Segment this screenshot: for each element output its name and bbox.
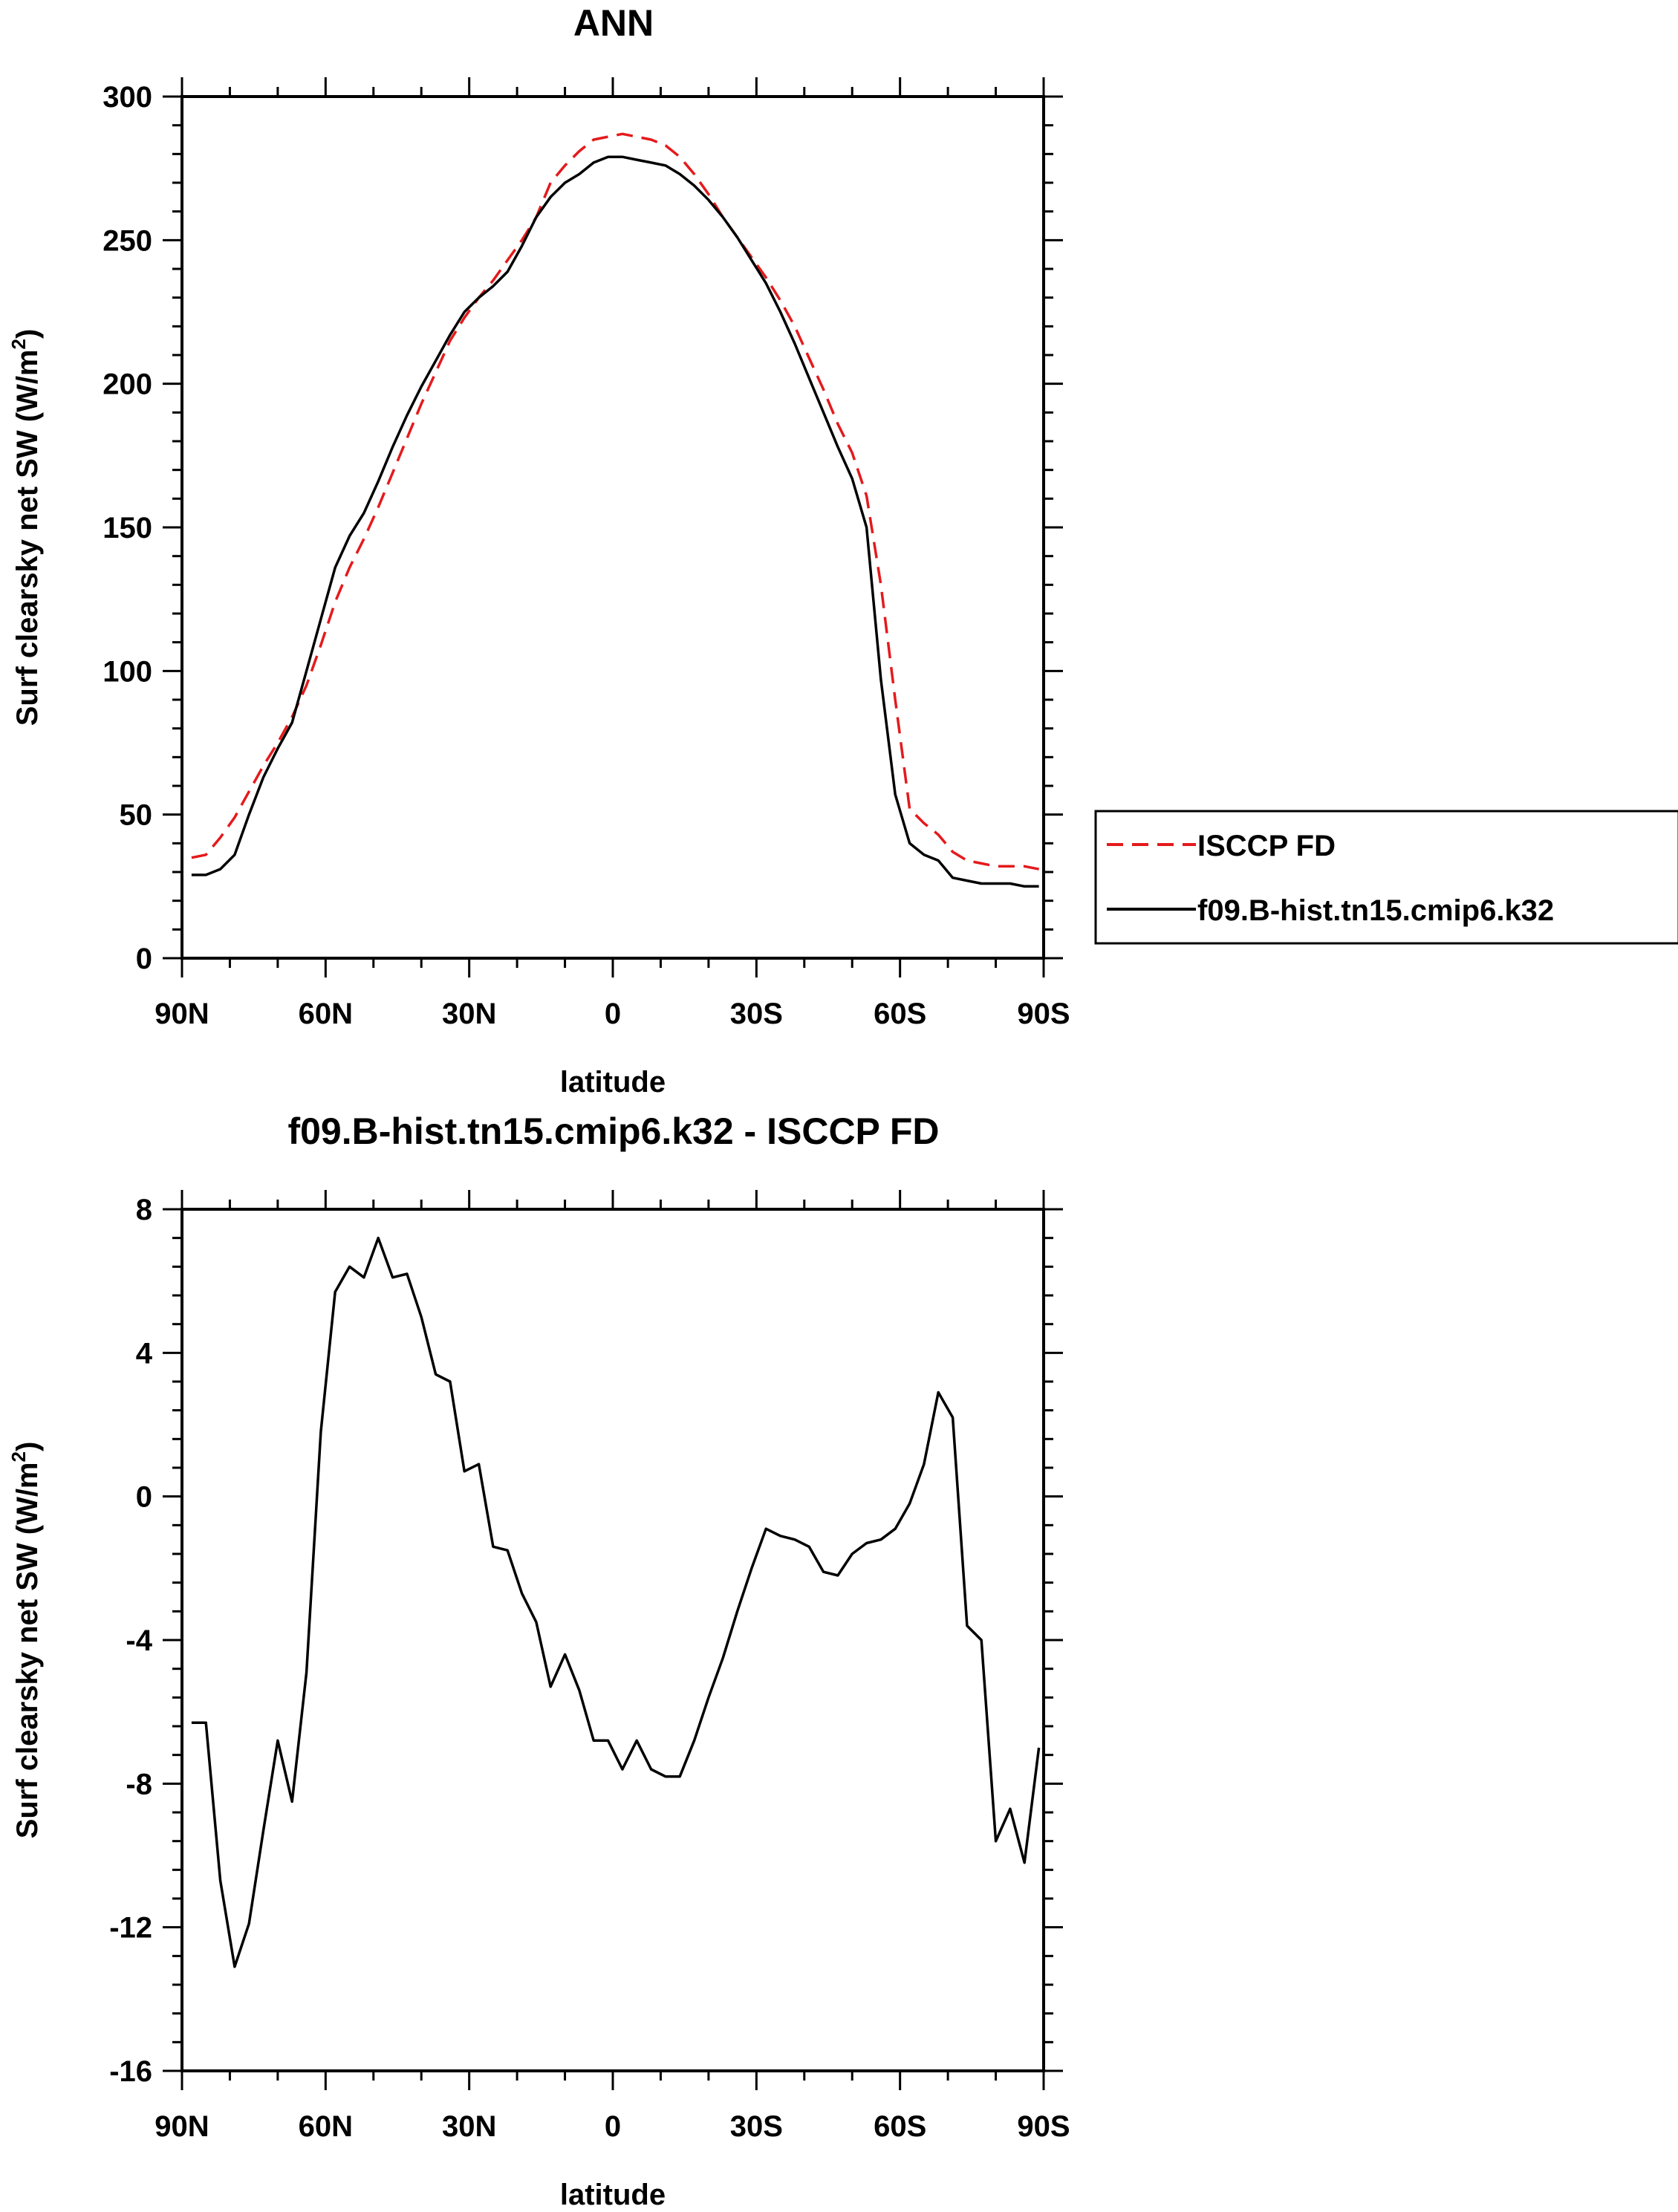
x-axis-label: latitude: [560, 1066, 666, 1099]
x-tick-label: 60S: [874, 998, 926, 1030]
y-axis-label-end: ): [11, 329, 44, 339]
x-tick-label: 90N: [155, 2110, 209, 2143]
y-tick-label: 300: [103, 81, 152, 114]
series-line-1: [191, 155, 1039, 888]
y-tick-label: -8: [126, 1768, 152, 1800]
y-axis-label: Surf clearsky net SW (W/m2): [7, 329, 44, 726]
y-tick-label: 0: [136, 1481, 152, 1514]
y-tick-label: -4: [126, 1624, 152, 1657]
x-axis-label: latitude: [560, 2179, 666, 2211]
y-tick-label: 100: [103, 655, 152, 688]
series-lines: [191, 132, 1039, 888]
chart-title: ANN: [573, 2, 654, 44]
x-tick-label: 30N: [442, 998, 496, 1030]
y-tick-label: 0: [136, 943, 152, 975]
x-tick-label: 60N: [299, 998, 353, 1030]
x-tick-label: 0: [605, 2110, 621, 2143]
y-axis-label-main: Surf clearsky net SW (W/m: [11, 350, 44, 726]
legend-box: [1094, 810, 1678, 945]
series-line-0: [191, 132, 1039, 871]
plot-frame: [181, 95, 1045, 960]
y-axis-ticks: 0 50 100 150 200 250 300: [103, 81, 1063, 975]
legend-label-model: f09.B-hist.tn15.cmip6.k32: [1197, 894, 1554, 927]
y-axis-label: Surf clearsky net SW (W/m2): [7, 1442, 44, 1839]
x-axis-ticks: 90N 60N 30N 0 30S 60S 90S: [155, 77, 1070, 1030]
series-lines: [191, 1236, 1041, 1968]
legend-label-isccp: ISCCP FD: [1197, 830, 1336, 862]
y-tick-label: -16: [109, 2055, 152, 2088]
y-tick-label: 250: [103, 224, 152, 257]
y-tick-label: 200: [103, 368, 152, 401]
x-tick-label: 30S: [730, 2110, 783, 2143]
y-axis-ticks: -16 -12 -8 -4 0 4 8: [109, 1194, 1063, 2088]
y-axis-label-end: ): [11, 1442, 44, 1451]
y-tick-label: 4: [136, 1337, 153, 1370]
legend: ISCCP FD f09.B-hist.tn15.cmip6.k32: [1094, 810, 1678, 945]
x-axis-ticks: 90N 60N 30N 0 30S 60S 90S: [155, 1190, 1070, 2143]
y-tick-label: 50: [120, 799, 153, 832]
x-tick-label: 30S: [730, 998, 783, 1030]
x-tick-label: 60S: [874, 2110, 926, 2143]
x-tick-label: 90S: [1017, 2110, 1070, 2143]
x-tick-label: 0: [605, 998, 621, 1030]
x-tick-label: 90S: [1017, 998, 1070, 1030]
plot-frame: [181, 1208, 1045, 2072]
y-axis-label-superscript: 2: [7, 339, 30, 349]
x-tick-label: 60N: [299, 2110, 353, 2143]
bottom-panel: f09.B-hist.tn15.cmip6.k32 - ISCCP FD -16…: [7, 1110, 1070, 2211]
chart-title: f09.B-hist.tn15.cmip6.k32 - ISCCP FD: [287, 1110, 939, 1152]
y-axis-label-main: Surf clearsky net SW (W/m: [11, 1463, 44, 1839]
y-axis-label-superscript: 2: [7, 1451, 30, 1462]
series-line-0: [191, 1236, 1041, 1968]
y-tick-label: -12: [109, 1912, 152, 1945]
x-tick-label: 90N: [155, 998, 209, 1030]
y-tick-label: 150: [103, 512, 152, 544]
y-tick-label: 8: [136, 1194, 152, 1226]
x-tick-label: 30N: [442, 2110, 496, 2143]
